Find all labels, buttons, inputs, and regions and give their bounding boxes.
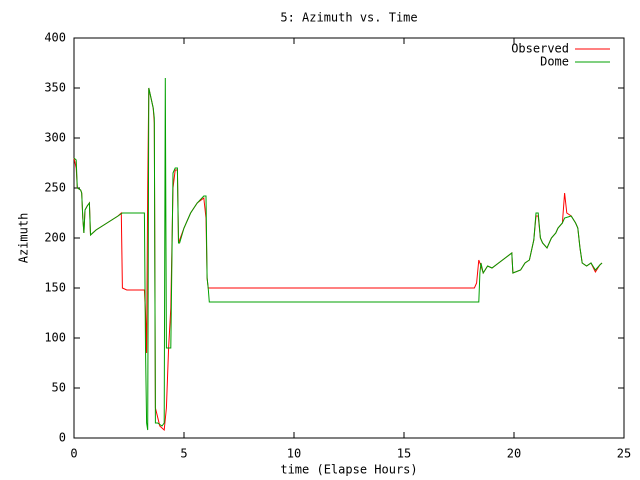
chart-title: 5: Azimuth vs. Time [280, 11, 417, 25]
x-tick-label: 5 [180, 447, 187, 461]
y-tick-label: 300 [44, 131, 66, 145]
y-tick-label: 50 [52, 381, 66, 395]
y-tick-label: 0 [59, 431, 66, 445]
legend-label: Observed [511, 42, 569, 56]
legend-label: Dome [540, 55, 569, 69]
y-tick-label: 150 [44, 281, 66, 295]
y-axis-label: Azimuth [17, 213, 31, 264]
y-tick-label: 400 [44, 31, 66, 45]
series-line [73, 87, 603, 432]
y-tick-label: 100 [44, 331, 66, 345]
x-axis-label: time (Elapse Hours) [280, 463, 417, 477]
x-tick-label: 10 [287, 447, 301, 461]
y-tick-label: 200 [44, 231, 66, 245]
x-tick-label: 0 [70, 447, 77, 461]
x-tick-label: 25 [617, 447, 631, 461]
y-tick-label: 250 [44, 181, 66, 195]
x-tick-label: 15 [397, 447, 411, 461]
plot-frame [73, 37, 625, 439]
x-tick-label: 20 [507, 447, 521, 461]
y-tick-label: 350 [44, 81, 66, 95]
series-line [73, 77, 603, 431]
